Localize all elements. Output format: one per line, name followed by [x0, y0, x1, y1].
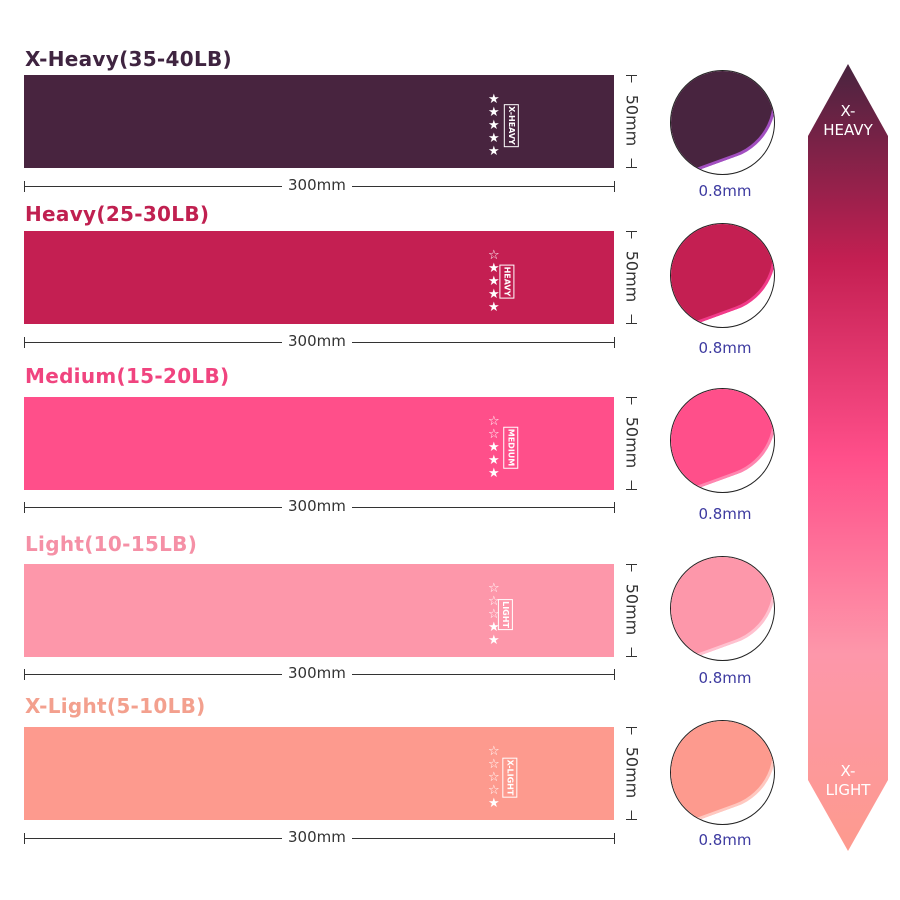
scale-arrow-shape [808, 64, 888, 851]
star-rating: ☆ ☆ ★ ★ ★ [488, 415, 500, 480]
width-label: 50mm [622, 238, 642, 315]
length-label: 300mm [282, 176, 352, 194]
star-outline-icon: ☆ [488, 427, 500, 442]
resistance-band: ★ ★ ★ ★ ★ X-HEAVY [24, 75, 614, 168]
star-filled-icon: ★ [488, 620, 500, 635]
band-title: Heavy(25-30LB) [25, 202, 210, 226]
thickness-label: 0.8mm [698, 831, 752, 849]
band-title: X-Light(5-10LB) [25, 694, 206, 718]
resistance-band: ☆ ☆ ★ ★ ★ MEDIUM [24, 397, 614, 490]
resistance-band: ☆ ☆ ☆ ★ ★ LIGHT [24, 564, 614, 657]
star-rating: ☆ ☆ ☆ ☆ ★ [488, 745, 500, 810]
thickness-label: 0.8mm [698, 505, 752, 523]
width-label: 50mm [622, 571, 642, 648]
band-tag: ☆ ☆ ★ ★ ★ MEDIUM [488, 415, 518, 480]
band-tag: ☆ ☆ ☆ ★ ★ LIGHT [488, 582, 513, 647]
band-level-label: HEAVY [499, 264, 515, 299]
thickness-label: 0.8mm [698, 669, 752, 687]
star-filled-icon: ★ [488, 92, 500, 107]
star-outline-icon: ☆ [488, 607, 500, 622]
star-outline-icon: ☆ [488, 581, 500, 596]
thickness-closeup [670, 223, 775, 328]
star-filled-icon: ★ [488, 144, 500, 159]
length-dimension: 300mm [24, 332, 615, 350]
star-filled-icon: ★ [488, 118, 500, 133]
star-filled-icon: ★ [488, 287, 500, 302]
star-rating: ★ ★ ★ ★ ★ [488, 93, 500, 158]
length-dimension: 300mm [24, 828, 615, 846]
thickness-label: 0.8mm [698, 339, 752, 357]
width-dimension: 50mm [622, 564, 642, 657]
scale-bottom-label: X- LIGHT [825, 762, 871, 799]
star-outline-icon: ☆ [488, 757, 500, 772]
band-title: Light(10-15LB) [25, 532, 198, 556]
star-outline-icon: ☆ [488, 594, 500, 609]
length-dimension: 300mm [24, 176, 615, 194]
star-filled-icon: ★ [488, 796, 500, 811]
width-label: 50mm [622, 82, 642, 159]
star-filled-icon: ★ [488, 261, 500, 276]
length-label: 300mm [282, 497, 352, 515]
resistance-scale-arrow: X- HEAVY X- LIGHT [808, 64, 888, 851]
width-dimension: 50mm [622, 75, 642, 168]
band-level-label: LIGHT [497, 599, 513, 630]
star-outline-icon: ☆ [488, 248, 500, 263]
thickness-closeup [670, 556, 775, 661]
length-dimension: 300mm [24, 497, 615, 515]
resistance-band: ☆ ☆ ☆ ☆ ★ X-LIGHT [24, 727, 614, 820]
star-filled-icon: ★ [488, 105, 500, 120]
star-outline-icon: ☆ [488, 770, 500, 785]
length-label: 300mm [282, 828, 352, 846]
star-filled-icon: ★ [488, 633, 500, 648]
band-tag: ☆ ★ ★ ★ ★ HEAVY [488, 249, 515, 314]
band-title: Medium(15-20LB) [25, 364, 230, 388]
band-level-label: MEDIUM [502, 426, 518, 469]
star-outline-icon: ☆ [488, 414, 500, 429]
star-filled-icon: ★ [488, 300, 500, 315]
width-dimension: 50mm [622, 231, 642, 324]
band-tag: ☆ ☆ ☆ ☆ ★ X-LIGHT [488, 745, 517, 810]
length-dimension: 300mm [24, 664, 615, 682]
band-title: X-Heavy(35-40LB) [25, 47, 232, 71]
star-filled-icon: ★ [488, 453, 500, 468]
thickness-label: 0.8mm [698, 182, 752, 200]
scale-top-label: X- HEAVY [823, 102, 873, 139]
star-rating: ☆ ☆ ☆ ★ ★ [488, 582, 500, 647]
star-filled-icon: ★ [488, 131, 500, 146]
thickness-closeup [670, 70, 775, 175]
resistance-band: ☆ ★ ★ ★ ★ HEAVY [24, 231, 614, 324]
star-outline-icon: ☆ [488, 783, 500, 798]
thickness-closeup [670, 388, 775, 493]
width-label: 50mm [622, 404, 642, 481]
band-tag: ★ ★ ★ ★ ★ X-HEAVY [488, 93, 519, 158]
band-level-label: X-HEAVY [503, 104, 519, 147]
star-filled-icon: ★ [488, 274, 500, 289]
width-label: 50mm [622, 734, 642, 811]
width-dimension: 50mm [622, 727, 642, 820]
length-label: 300mm [282, 332, 352, 350]
star-filled-icon: ★ [488, 466, 500, 481]
thickness-closeup [670, 720, 775, 825]
star-rating: ☆ ★ ★ ★ ★ [488, 249, 500, 314]
star-outline-icon: ☆ [488, 744, 500, 759]
width-dimension: 50mm [622, 397, 642, 490]
star-filled-icon: ★ [488, 440, 500, 455]
length-label: 300mm [282, 664, 352, 682]
band-level-label: X-LIGHT [501, 757, 517, 798]
